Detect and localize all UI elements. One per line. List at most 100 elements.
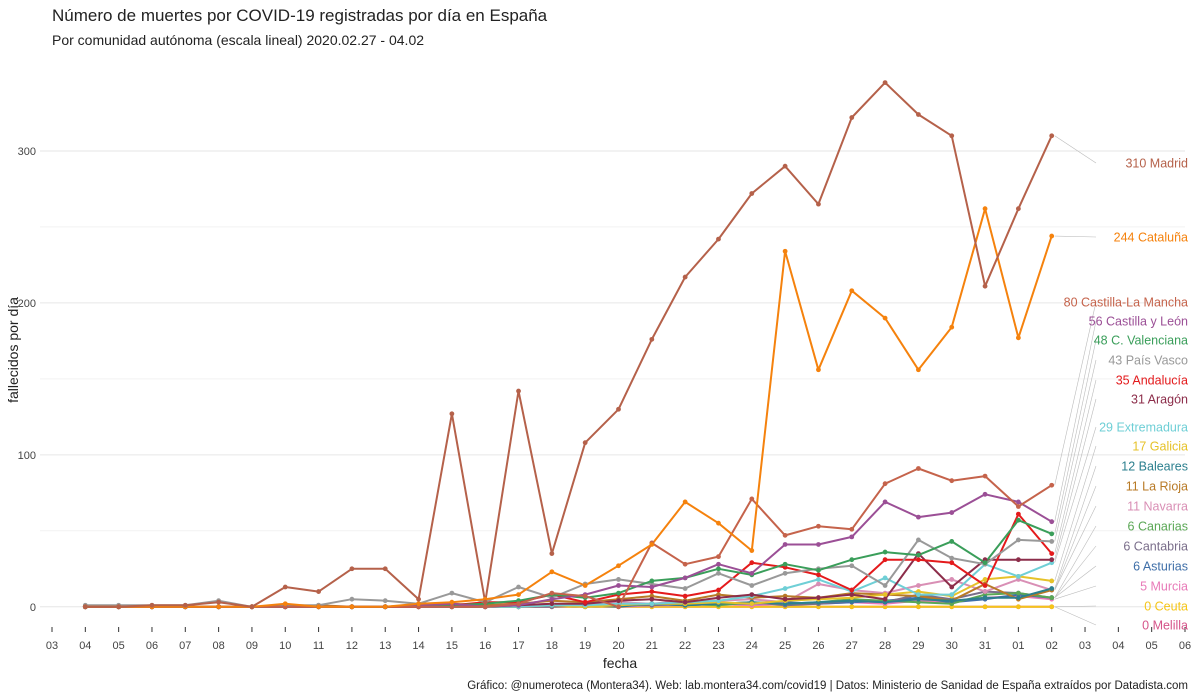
data-point <box>782 163 788 169</box>
data-point <box>849 592 855 598</box>
data-point <box>782 561 788 567</box>
series-label: 244 Cataluña <box>1114 231 1188 245</box>
data-point <box>716 236 721 242</box>
data-point <box>916 537 921 543</box>
data-point <box>516 601 521 607</box>
data-point <box>482 604 488 610</box>
data-point <box>1049 557 1055 563</box>
data-point <box>749 560 755 566</box>
x-tick-label: 27 <box>846 640 858 652</box>
data-point <box>1015 557 1021 563</box>
leader-line <box>1054 606 1097 626</box>
y-tick-label: 0 <box>30 602 36 614</box>
data-point <box>849 557 855 563</box>
data-point <box>782 586 788 591</box>
x-tick-label: 03 <box>46 640 58 652</box>
y-tick-label: 100 <box>18 450 36 462</box>
data-point <box>649 336 655 342</box>
data-point <box>916 557 921 563</box>
data-point <box>1049 551 1055 556</box>
data-point <box>349 596 355 602</box>
leader-line <box>1054 565 1097 598</box>
data-point <box>816 595 821 601</box>
data-point <box>982 595 988 601</box>
x-tick-label: 06 <box>1179 640 1191 652</box>
data-point <box>349 604 355 610</box>
x-tick-label: 23 <box>712 640 724 652</box>
data-point <box>249 604 255 610</box>
data-point <box>916 552 921 558</box>
series-label: 31 Aragón <box>1131 393 1188 407</box>
data-point <box>949 584 955 590</box>
y-tick-label: 300 <box>18 146 36 158</box>
data-point <box>1049 531 1055 537</box>
series-label: 310 Madrid <box>1125 157 1188 171</box>
data-point <box>949 510 955 515</box>
data-point <box>682 499 688 505</box>
data-point <box>382 598 388 604</box>
data-point <box>549 596 555 602</box>
data-point <box>916 583 921 588</box>
end-labels: 0 Melilla 0 Ceuta 5 Murcia 6 Asturias 6 Cant… <box>1064 157 1188 633</box>
data-point <box>982 473 988 479</box>
x-tick-label: 17 <box>512 640 524 652</box>
x-tick-label: 30 <box>946 640 958 652</box>
data-point <box>982 583 988 588</box>
data-point <box>349 566 355 572</box>
leader-line <box>1054 545 1097 598</box>
data-point <box>682 586 688 591</box>
data-point <box>782 596 788 602</box>
data-point <box>216 599 222 605</box>
data-point <box>282 601 288 607</box>
data-point <box>582 440 588 446</box>
leader-line <box>1054 320 1097 522</box>
data-point <box>882 575 888 581</box>
data-point <box>816 542 821 547</box>
data-point <box>816 367 821 373</box>
data-point <box>682 593 688 599</box>
data-point <box>849 563 855 569</box>
data-point <box>582 593 588 599</box>
x-tick-label: 07 <box>179 640 191 652</box>
data-point <box>1015 504 1021 509</box>
data-point <box>816 572 821 578</box>
data-point <box>1015 335 1021 341</box>
data-point <box>716 566 721 572</box>
data-point <box>749 601 755 607</box>
series-label: 0 Melilla <box>1142 619 1188 633</box>
x-tick-label: 03 <box>1079 640 1091 652</box>
data-point <box>682 561 688 567</box>
data-point <box>816 577 821 582</box>
x-tick-label: 06 <box>146 640 158 652</box>
leader-line <box>1054 465 1097 589</box>
x-tick-label: 09 <box>246 640 258 652</box>
data-point <box>449 411 455 417</box>
data-point <box>282 584 288 590</box>
data-point <box>949 592 955 598</box>
leader-line <box>1054 398 1097 560</box>
data-point <box>982 283 988 289</box>
series-label: 6 Asturias <box>1133 560 1188 574</box>
series-label: 11 La Rioja <box>1126 480 1188 494</box>
x-tick-label: 05 <box>1146 640 1158 652</box>
data-point <box>449 599 455 605</box>
data-point <box>616 583 621 588</box>
data-point <box>949 324 955 330</box>
data-point <box>616 406 621 412</box>
x-tick-label: 26 <box>812 640 824 652</box>
x-axis-label: fecha <box>603 655 637 671</box>
x-tick-label: 19 <box>579 640 591 652</box>
series-line <box>85 467 1053 608</box>
data-point <box>1049 539 1055 544</box>
data-point <box>882 80 888 85</box>
series-label: 56 Castilla y León <box>1089 315 1188 329</box>
x-tick-label: 10 <box>279 640 291 652</box>
x-tick-label: 13 <box>379 640 391 652</box>
data-point <box>1015 595 1021 601</box>
series-line <box>85 207 1053 608</box>
leader-line <box>1054 505 1097 591</box>
data-point <box>849 115 855 120</box>
data-point <box>716 587 721 593</box>
data-point <box>649 578 655 584</box>
data-point <box>982 491 988 497</box>
